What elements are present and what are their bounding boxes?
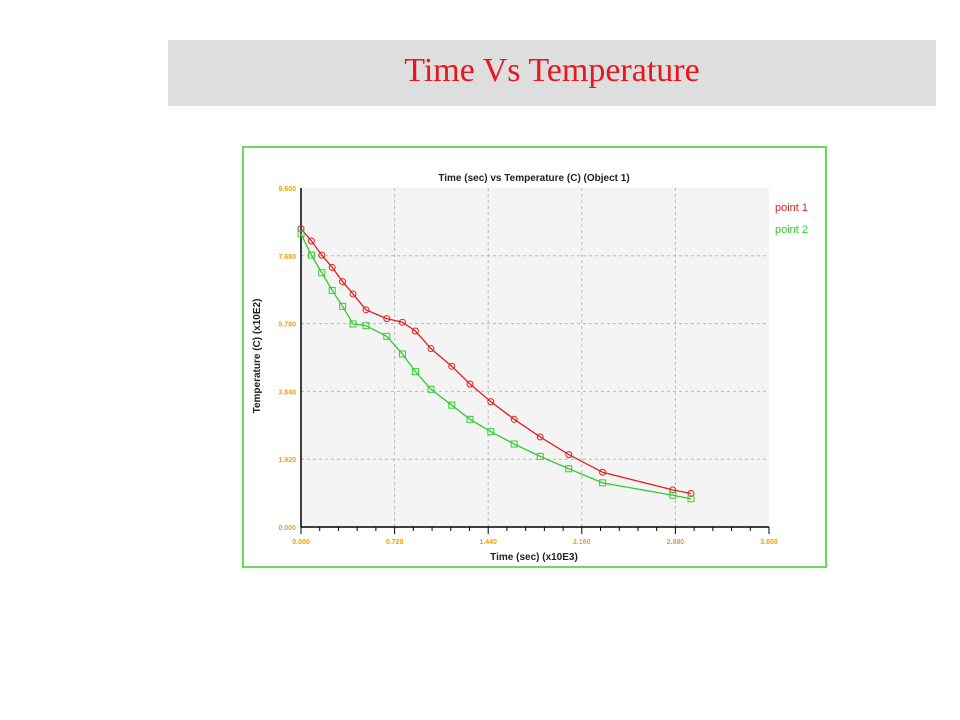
point-2-marker [565,465,573,473]
point-1-marker [536,433,544,441]
point-1-marker [466,380,474,388]
point-1-marker [687,489,695,497]
x-tick-label: 0.720 [386,539,404,546]
point-2-marker [362,322,370,330]
slide-title: Time Vs Temperature [404,52,700,89]
y-tick-label: 9.600 [278,186,296,193]
point-2-marker [536,452,544,460]
y-tick-label: 3.840 [278,389,296,396]
point-1-marker [427,345,435,353]
point-2-marker [328,286,336,294]
point-1-marker [669,486,677,494]
point-2-marker [339,302,347,310]
x-axis-label: Time (sec) (x10E3) [490,552,578,563]
point-2-marker [297,230,305,238]
legend-point-1: point 1 [775,202,808,214]
chart-frame: Time (sec) vs Temperature (C) (Object 1)… [242,146,827,568]
point-2-marker [669,491,677,499]
point-1-marker [411,327,419,335]
point-1-marker [297,225,305,233]
point-1-marker [487,398,495,406]
plot-area [301,188,769,527]
point-1-marker [362,306,370,314]
point-2-marker [448,401,456,409]
y-tick-label: 5.760 [278,322,296,329]
point-2-marker [687,495,695,503]
point-2-marker [307,251,315,259]
point-1-marker [328,263,336,271]
point-2-marker [411,368,419,376]
point-1-marker [599,468,607,476]
point-1-marker [349,290,357,298]
point-2-marker [398,350,406,358]
x-tick-label: 2.880 [667,539,685,546]
point-2-marker [510,440,518,448]
point-2-marker [487,428,495,436]
x-tick-label: 2.160 [573,539,591,546]
y-tick-label: 7.680 [278,254,296,261]
point-1-marker [398,318,406,326]
point-2-marker [349,320,357,328]
temperature-chart: Time (sec) vs Temperature (C) (Object 1)… [252,173,808,563]
title-banner: Time Vs Temperature [168,40,936,106]
y-axis-label: Temperature (C) (x10E2) [252,299,263,414]
point-2-marker [427,385,435,393]
x-tick-label: 0.000 [292,539,310,546]
point-1-marker [448,362,456,370]
point-2-marker [599,479,607,487]
x-tick-label: 3.600 [760,539,778,546]
point-2-marker [466,415,474,423]
point-1-marker [510,415,518,423]
point-1-marker [307,237,315,245]
point-1-marker [339,278,347,286]
point-1-marker [565,451,573,459]
y-tick-label: 1.920 [278,457,296,464]
point-2-marker [318,269,326,277]
point-1-marker [383,315,391,323]
legend-point-2: point 2 [775,224,808,236]
y-tick-label: 0.000 [278,525,296,532]
point-2-marker [383,332,391,340]
x-tick-label: 1.440 [479,539,497,546]
chart-title: Time (sec) vs Temperature (C) (Object 1) [438,173,629,184]
point-1-marker [318,251,326,259]
